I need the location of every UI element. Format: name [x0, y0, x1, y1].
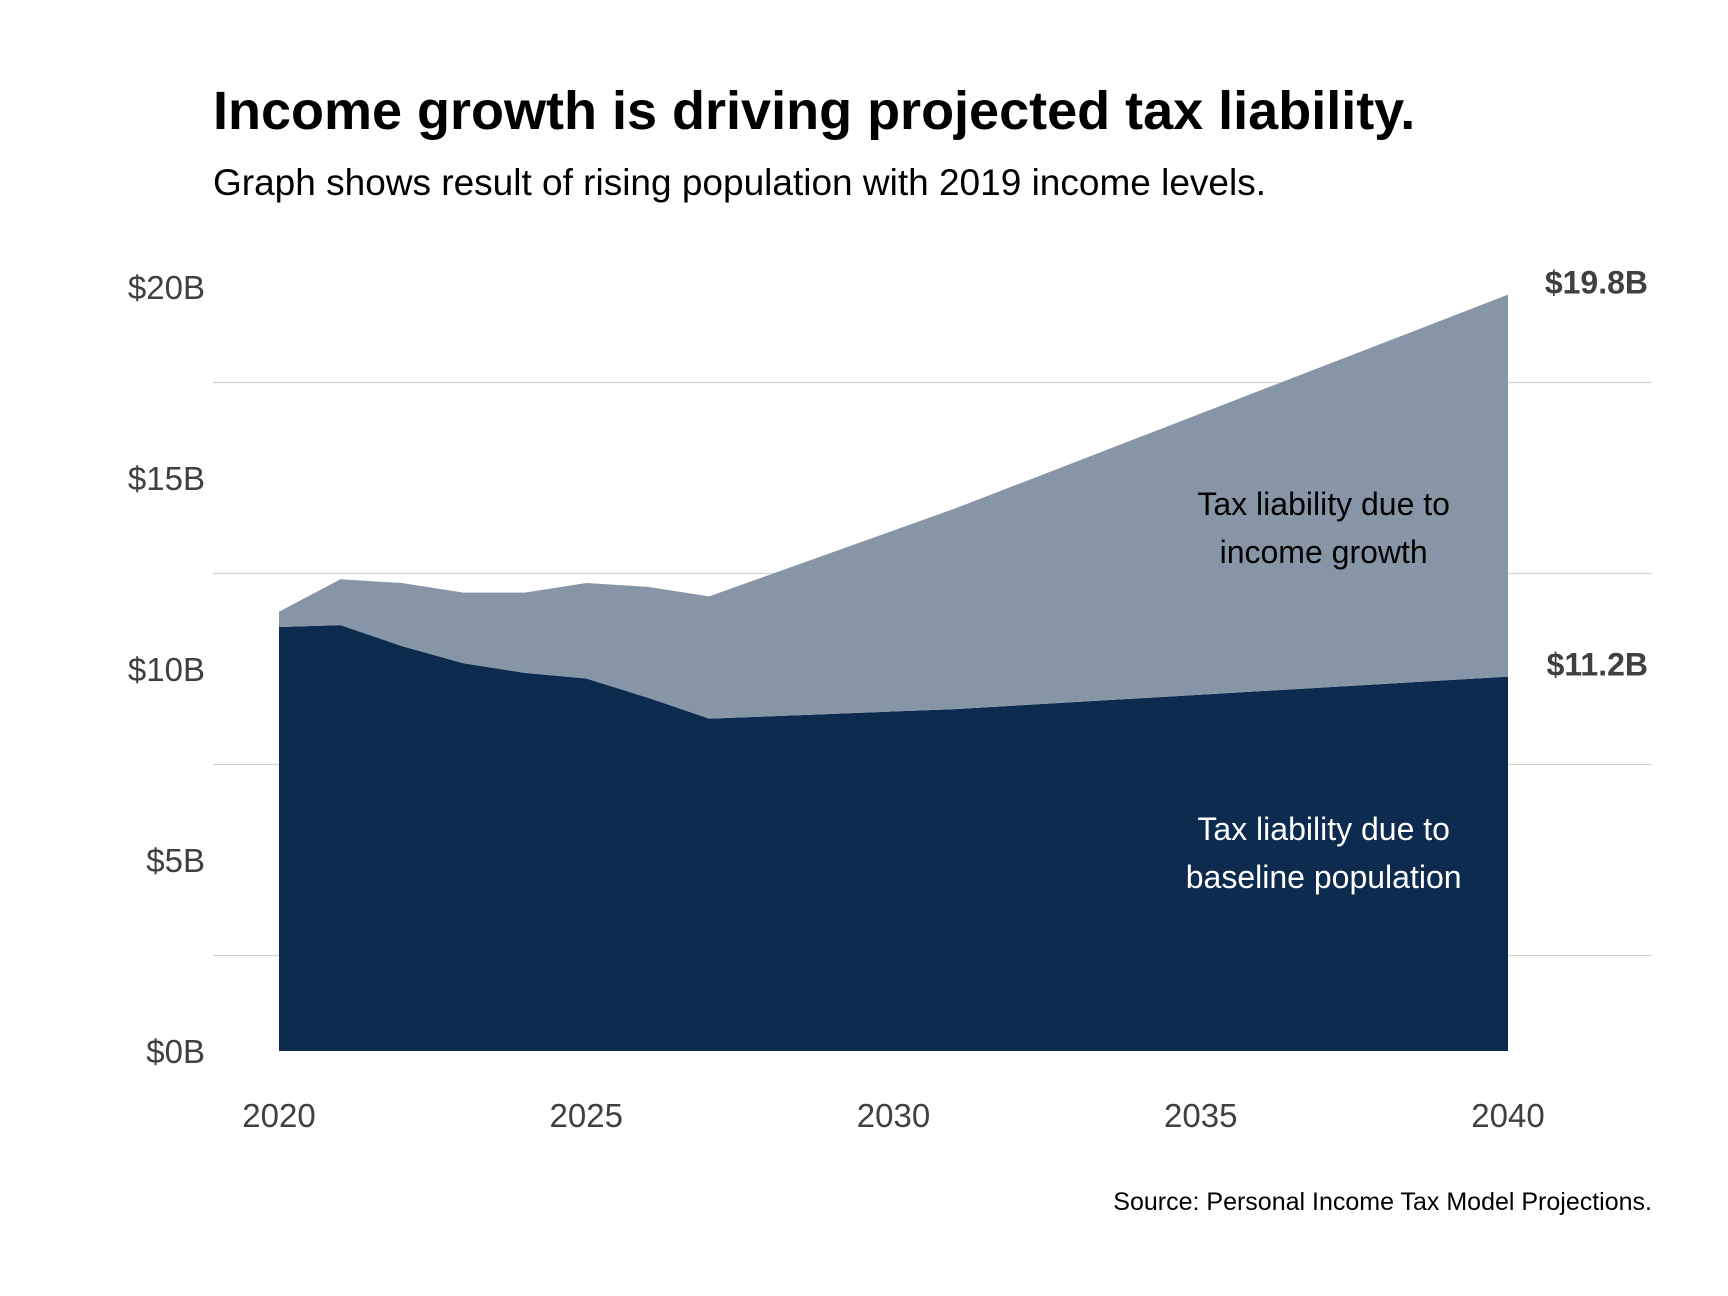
y-tick-label: $15B	[128, 460, 205, 497]
x-tick-label: 2035	[1164, 1097, 1237, 1134]
chart-subtitle: Graph shows result of rising population …	[213, 162, 1266, 203]
area-series-1	[279, 625, 1508, 1051]
x-tick-label: 2025	[550, 1097, 623, 1134]
end-value-label: $19.8B	[1545, 265, 1648, 301]
chart-source: Source: Personal Income Tax Model Projec…	[1113, 1188, 1652, 1216]
x-tick-label: 2020	[242, 1097, 315, 1134]
area-series	[279, 294, 1508, 1051]
end-value-label: $11.2B	[1547, 647, 1648, 683]
chart-title: Income growth is driving projected tax l…	[213, 81, 1415, 141]
y-tick-label: $20B	[128, 269, 205, 306]
y-tick-label: $5B	[146, 842, 205, 879]
end-value-labels: $19.8B $11.2B	[1545, 265, 1648, 683]
series-labels: Tax liability due to baseline population T…	[1186, 486, 1462, 895]
series-label: Tax liability due to baseline population	[1186, 811, 1462, 895]
y-tick-label: $0B	[146, 1033, 205, 1070]
x-axis-ticks: 2020 2025 2030 2035 2040	[242, 1097, 1544, 1134]
x-tick-label: 2030	[857, 1097, 930, 1134]
y-axis-ticks: $0B $5B $10B $15B $20B	[128, 269, 205, 1070]
area-series-2	[279, 294, 1508, 719]
y-tick-label: $10B	[128, 651, 205, 688]
series-label: Tax liability due to income growth	[1197, 486, 1450, 570]
x-tick-label: 2040	[1471, 1097, 1544, 1134]
